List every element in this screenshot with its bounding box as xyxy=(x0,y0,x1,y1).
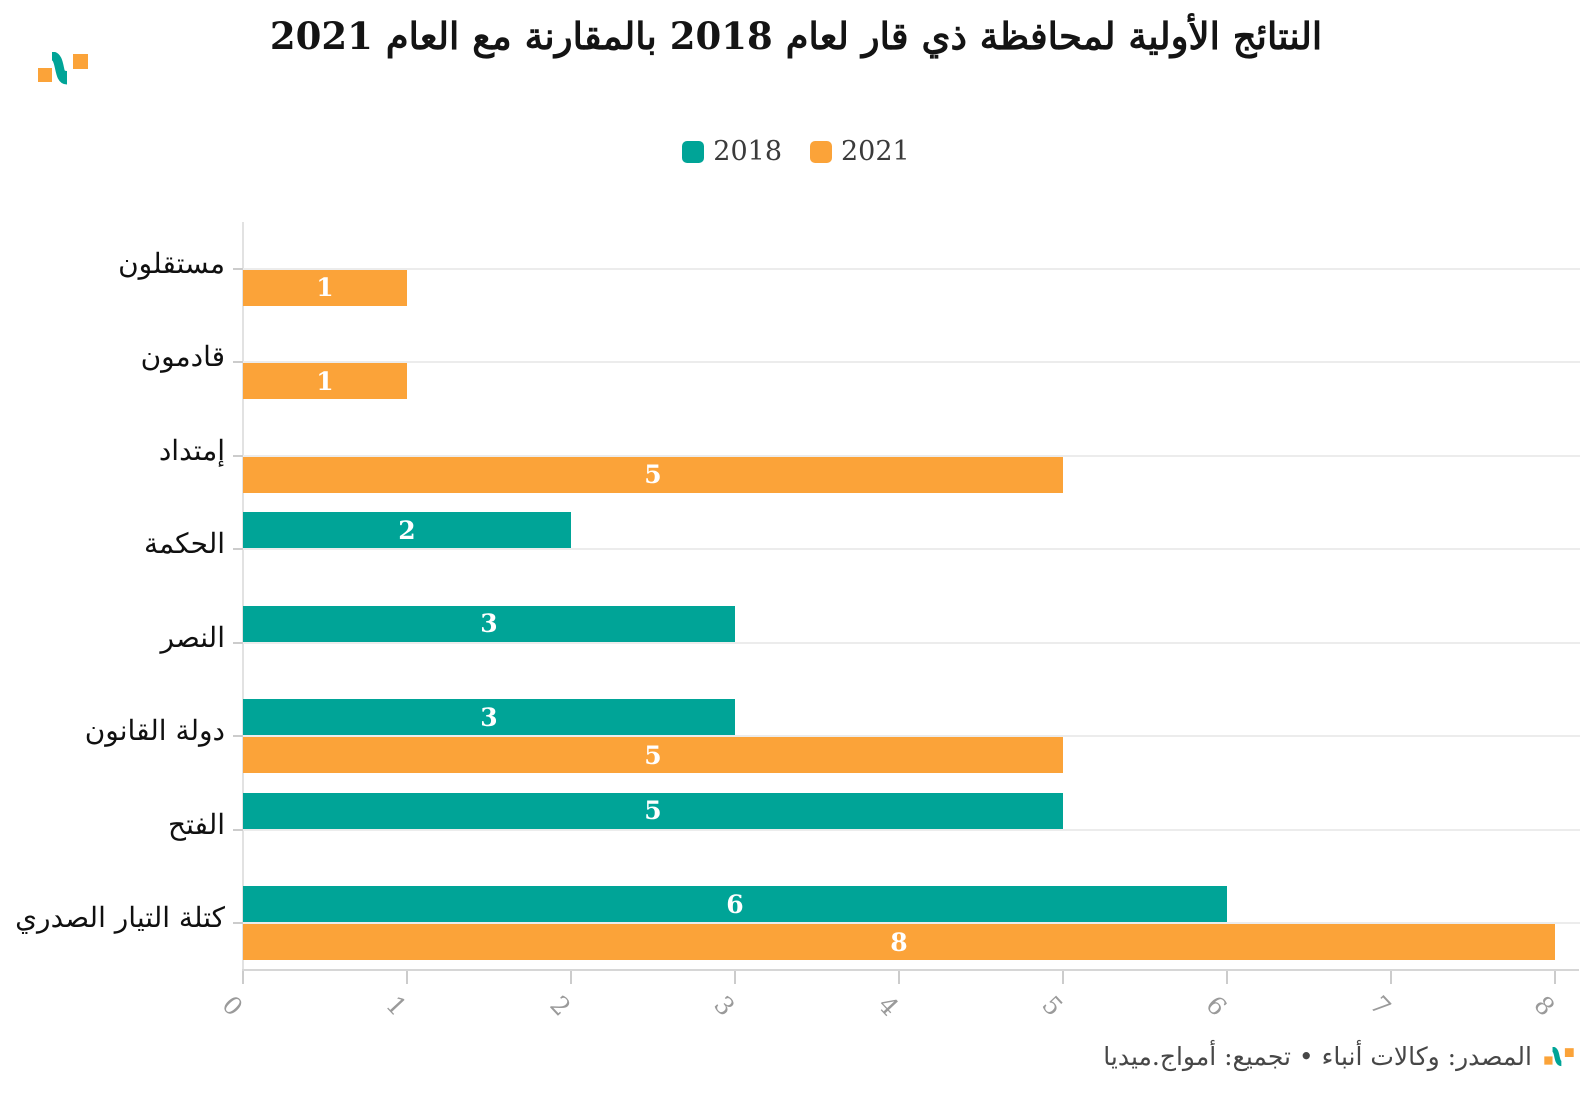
legend-swatch-icon xyxy=(682,140,705,163)
bar-2018-الحكمة[interactable]: 2 xyxy=(243,512,571,549)
legend-item-2021: 2021 xyxy=(810,136,910,167)
x-axis-tick-label: 8 xyxy=(1528,990,1561,1022)
bar-value-label: 1 xyxy=(316,273,334,303)
legend-label: 2021 xyxy=(841,136,910,167)
x-axis-tick-label: 4 xyxy=(872,990,905,1022)
bar-2018-النصر[interactable]: 3 xyxy=(243,605,735,642)
category-label: كتلة التيار الصدري xyxy=(15,901,225,935)
category-gridline xyxy=(243,548,1580,551)
x-axis-tick xyxy=(242,971,244,984)
category-label: النصر xyxy=(160,620,226,654)
x-axis-tick xyxy=(406,971,408,984)
legend-label: 2018 xyxy=(713,136,782,167)
x-axis-tick-label: 0 xyxy=(216,990,249,1022)
category-label: مستقلون xyxy=(118,246,225,280)
bar-value-label: 3 xyxy=(480,702,498,732)
x-axis-tick-label: 7 xyxy=(1364,990,1397,1022)
bar-value-label: 3 xyxy=(480,609,498,639)
amwaj-media-logo-icon xyxy=(38,52,88,85)
x-axis-tick-label: 3 xyxy=(708,990,741,1022)
category-label: الفتح xyxy=(168,807,225,841)
bar-2021-كتلة التيار الصدري[interactable]: 8 xyxy=(243,924,1555,961)
category-tick xyxy=(233,361,243,364)
x-axis-tick-label: 6 xyxy=(1200,990,1233,1022)
bar-2018-كتلة التيار الصدري[interactable]: 6 xyxy=(243,886,1227,923)
bar-2021-إمتداد[interactable]: 5 xyxy=(243,456,1063,493)
category-tick xyxy=(233,735,243,738)
category-gridline xyxy=(243,267,1580,270)
category-label: دولة القانون xyxy=(84,714,225,748)
page-title: النتائج الأولية لمحافظة ذي قار لعام 2018… xyxy=(269,14,1323,58)
bar-2021-دولة القانون[interactable]: 5 xyxy=(243,737,1063,774)
legend-swatch-icon xyxy=(810,140,832,163)
bar-value-label: 5 xyxy=(644,460,662,490)
bar-value-label: 8 xyxy=(890,927,908,957)
category-tick xyxy=(233,641,243,644)
bar-value-label: 5 xyxy=(644,796,662,826)
bar-2021-مستقلون[interactable]: 1 xyxy=(243,269,407,306)
category-gridline xyxy=(243,735,1580,738)
category-tick xyxy=(233,454,243,457)
category-tick xyxy=(233,828,243,831)
category-label: الحكمة xyxy=(143,527,225,561)
source-text: المصدر: وكالات أنباء • تجميع: أمواج.ميدي… xyxy=(1103,1042,1532,1071)
source-line: المصدر: وكالات أنباء • تجميع: أمواج.ميدي… xyxy=(1103,1042,1574,1071)
bar-value-label: 6 xyxy=(726,889,744,919)
x-axis-tick-label: 5 xyxy=(1036,990,1069,1022)
category-gridline xyxy=(243,828,1580,831)
bar-2021-قادمون[interactable]: 1 xyxy=(243,363,407,400)
category-tick xyxy=(233,922,243,925)
x-axis-tick xyxy=(1062,971,1064,984)
bar-value-label: 2 xyxy=(398,515,416,545)
bar-2018-دولة القانون[interactable]: 3 xyxy=(243,699,735,736)
bar-2018-الفتح[interactable]: 5 xyxy=(243,792,1063,829)
x-axis-tick xyxy=(898,971,900,984)
category-gridline xyxy=(243,922,1580,925)
category-label: قادمون xyxy=(140,340,225,374)
legend: 2018 2021 xyxy=(0,136,1592,167)
plot-area: مستقلون 1 قادمون 1 إمتداد 5 الحكمة 2 النصر 3 دولة … xyxy=(15,222,1580,1022)
x-axis-tick-label: 2 xyxy=(544,990,577,1022)
bar-value-label: 5 xyxy=(644,740,662,770)
x-axis-tick xyxy=(1554,971,1556,984)
x-axis-line xyxy=(242,969,1579,971)
legend-item-2018: 2018 xyxy=(682,136,782,167)
x-axis-tick xyxy=(570,971,572,984)
category-label: إمتداد xyxy=(158,433,225,467)
x-axis-tick xyxy=(734,971,736,984)
x-axis-tick xyxy=(1226,971,1228,984)
bar-value-label: 1 xyxy=(316,366,334,396)
category-gridline xyxy=(243,454,1580,457)
category-tick xyxy=(233,267,243,270)
category-gridline xyxy=(243,641,1580,644)
amwaj-media-logo-icon xyxy=(1544,1046,1574,1066)
category-gridline xyxy=(243,361,1580,364)
x-axis-tick-label: 1 xyxy=(380,990,413,1022)
x-axis-tick xyxy=(1390,971,1392,984)
category-tick xyxy=(233,548,243,551)
y-axis-line xyxy=(242,222,244,970)
